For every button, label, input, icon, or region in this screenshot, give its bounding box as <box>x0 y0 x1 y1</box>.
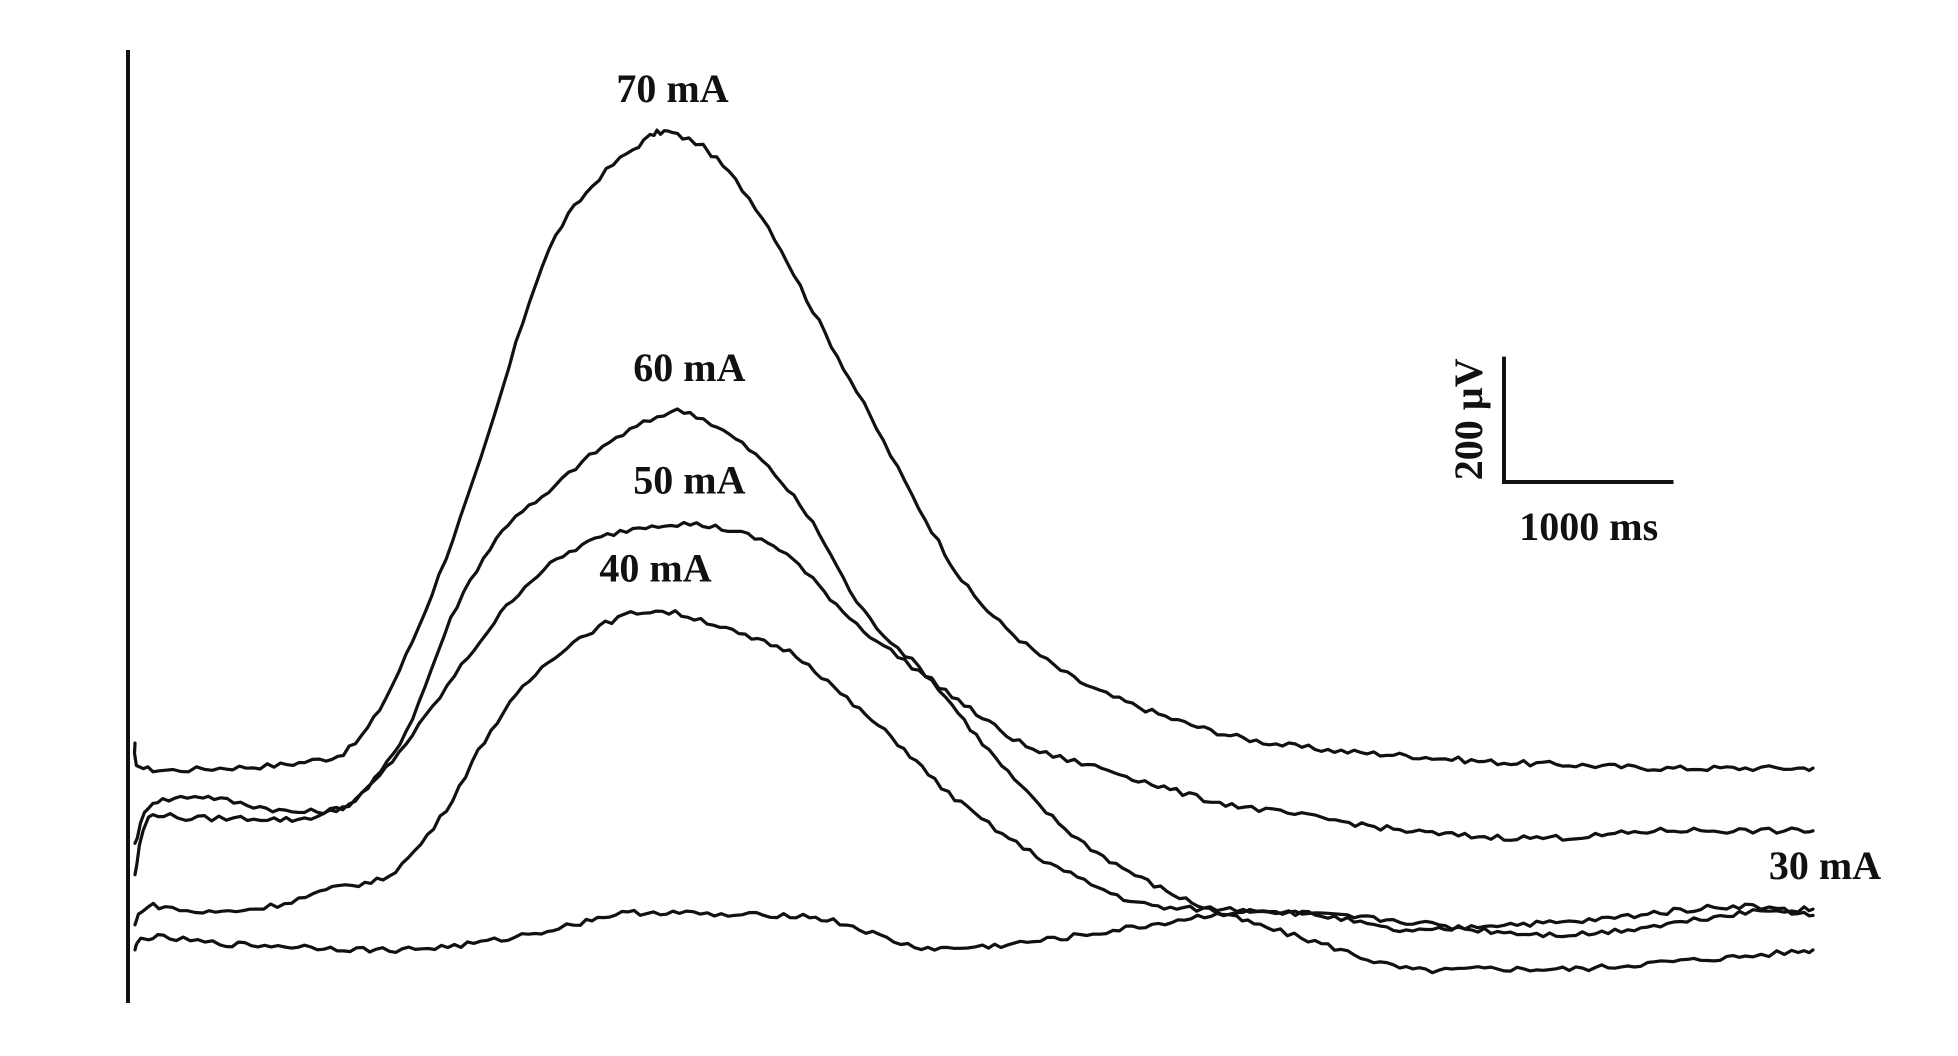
series-label-50-ma: 50 mA <box>633 458 745 503</box>
trace-50-ma <box>133 520 1815 877</box>
trace-30-ma <box>133 905 1815 954</box>
trace-70-ma <box>132 128 1815 774</box>
series-label-60-ma: 60 mA <box>633 345 745 390</box>
series-label-40-ma: 40 mA <box>599 546 711 591</box>
scale-bar-lines <box>1502 356 1674 484</box>
scale-bar-voltage-label: 200 µV <box>1446 358 1491 480</box>
series-labels: 70 mA 60 mA 50 mA 40 mA 30 mA <box>599 66 1881 888</box>
scale-bar: 200 µV 1000 ms <box>1446 356 1674 549</box>
trace-60-ma <box>133 407 1815 975</box>
scale-bar-time-label: 1000 ms <box>1519 504 1658 549</box>
series-label-70-ma: 70 mA <box>616 66 728 111</box>
series-traces <box>132 128 1815 975</box>
trace-40-ma <box>133 609 1815 934</box>
series-label-30-ma: 30 mA <box>1769 843 1881 888</box>
